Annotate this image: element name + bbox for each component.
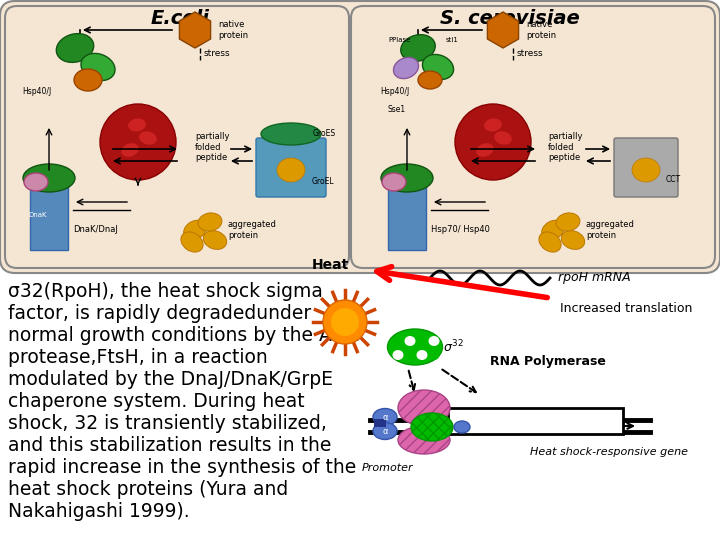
Ellipse shape	[398, 390, 450, 426]
Ellipse shape	[562, 231, 585, 249]
Ellipse shape	[494, 131, 512, 145]
Ellipse shape	[476, 143, 494, 157]
Ellipse shape	[428, 350, 439, 360]
Bar	[374, 419, 386, 427]
Ellipse shape	[632, 158, 660, 182]
FancyBboxPatch shape	[614, 138, 678, 197]
Text: GroEL: GroEL	[312, 178, 335, 186]
Text: shock, 32 is transiently stabilized,: shock, 32 is transiently stabilized,	[8, 414, 327, 433]
Ellipse shape	[373, 422, 397, 440]
Text: σ32(RpoH), the heat shock sigma: σ32(RpoH), the heat shock sigma	[8, 282, 323, 301]
FancyBboxPatch shape	[351, 6, 715, 268]
Circle shape	[100, 104, 176, 180]
Bar	[388, 182, 426, 250]
Ellipse shape	[56, 33, 94, 63]
Ellipse shape	[381, 164, 433, 192]
Ellipse shape	[261, 123, 321, 145]
Text: Heat shock-responsive gene: Heat shock-responsive gene	[530, 447, 688, 457]
Text: Sse1: Sse1	[388, 105, 406, 114]
Ellipse shape	[277, 158, 305, 182]
Ellipse shape	[411, 413, 453, 441]
Ellipse shape	[405, 336, 415, 346]
Ellipse shape	[539, 232, 561, 252]
Text: rpoH mRNA: rpoH mRNA	[558, 272, 631, 285]
Text: Hsp70/ Hsp40: Hsp70/ Hsp40	[431, 226, 490, 234]
Text: S. cerevisiae: S. cerevisiae	[440, 9, 580, 28]
Ellipse shape	[203, 231, 227, 249]
Text: modulated by the DnaJ/DnaK/GrpE: modulated by the DnaJ/DnaK/GrpE	[8, 370, 333, 389]
FancyBboxPatch shape	[0, 1, 720, 273]
Text: RNA Polymerase: RNA Polymerase	[490, 355, 606, 368]
Ellipse shape	[484, 118, 502, 132]
Circle shape	[331, 308, 359, 336]
Ellipse shape	[556, 213, 580, 231]
Ellipse shape	[405, 350, 415, 360]
Text: factor, is rapidly degradedunder: factor, is rapidly degradedunder	[8, 304, 311, 323]
Ellipse shape	[198, 213, 222, 231]
Ellipse shape	[454, 421, 470, 433]
Text: Promoter: Promoter	[362, 463, 414, 473]
Text: PPIase: PPIase	[388, 37, 410, 43]
Circle shape	[323, 300, 367, 344]
Text: Heat: Heat	[311, 258, 348, 272]
Ellipse shape	[392, 350, 403, 360]
Text: DnaK: DnaK	[29, 212, 48, 218]
Text: stress: stress	[517, 50, 544, 58]
Ellipse shape	[81, 53, 115, 80]
Text: chaperone system. During heat: chaperone system. During heat	[8, 392, 305, 411]
Text: α: α	[382, 427, 388, 435]
Ellipse shape	[121, 143, 139, 157]
Ellipse shape	[74, 69, 102, 91]
Ellipse shape	[139, 131, 157, 145]
Ellipse shape	[418, 71, 442, 89]
Ellipse shape	[401, 35, 435, 62]
Text: GroES: GroES	[313, 130, 336, 138]
Text: E.coli: E.coli	[150, 9, 210, 28]
Text: Hsp40/J: Hsp40/J	[22, 87, 51, 97]
Bar	[448, 408, 623, 434]
Ellipse shape	[382, 173, 406, 191]
Ellipse shape	[128, 118, 146, 132]
Text: native
protein: native protein	[526, 21, 556, 40]
Ellipse shape	[416, 350, 428, 360]
Bar	[30, 182, 68, 250]
Ellipse shape	[423, 55, 454, 79]
Text: Increased translation: Increased translation	[560, 301, 693, 314]
Text: heat shock proteins (Yura and: heat shock proteins (Yura and	[8, 480, 288, 499]
Ellipse shape	[184, 220, 207, 240]
Circle shape	[455, 104, 531, 180]
Ellipse shape	[394, 57, 418, 79]
Ellipse shape	[416, 336, 428, 346]
Ellipse shape	[23, 164, 75, 192]
Text: Nakahigashi 1999).: Nakahigashi 1999).	[8, 502, 189, 521]
Ellipse shape	[428, 336, 439, 346]
Text: α: α	[382, 413, 388, 422]
FancyBboxPatch shape	[256, 138, 326, 197]
Ellipse shape	[24, 173, 48, 191]
Text: normal growth conditions by the AAA: normal growth conditions by the AAA	[8, 326, 359, 345]
Text: protease,FtsH, in a reaction: protease,FtsH, in a reaction	[8, 348, 268, 367]
Text: aggregated
protein: aggregated protein	[228, 220, 277, 240]
Ellipse shape	[387, 329, 443, 365]
Ellipse shape	[392, 336, 403, 346]
Text: $\sigma^{32}$: $\sigma^{32}$	[443, 339, 464, 355]
Text: CCT: CCT	[666, 176, 681, 185]
FancyBboxPatch shape	[5, 6, 349, 268]
Text: partially
folded
peptide: partially folded peptide	[548, 132, 582, 162]
Text: native
protein: native protein	[218, 21, 248, 40]
Ellipse shape	[373, 408, 397, 426]
Text: rapid increase in the synthesis of the: rapid increase in the synthesis of the	[8, 458, 356, 477]
Text: Hsp40/J: Hsp40/J	[380, 87, 409, 97]
Text: aggregated
protein: aggregated protein	[586, 220, 635, 240]
Ellipse shape	[541, 220, 564, 240]
Text: partially
folded
peptide: partially folded peptide	[195, 132, 230, 162]
Text: sti1: sti1	[446, 37, 459, 43]
Ellipse shape	[398, 426, 450, 454]
Ellipse shape	[181, 232, 203, 252]
Text: stress: stress	[204, 50, 230, 58]
Text: and this stabilization results in the: and this stabilization results in the	[8, 436, 331, 455]
Text: DnaK/DnaJ: DnaK/DnaJ	[73, 226, 118, 234]
